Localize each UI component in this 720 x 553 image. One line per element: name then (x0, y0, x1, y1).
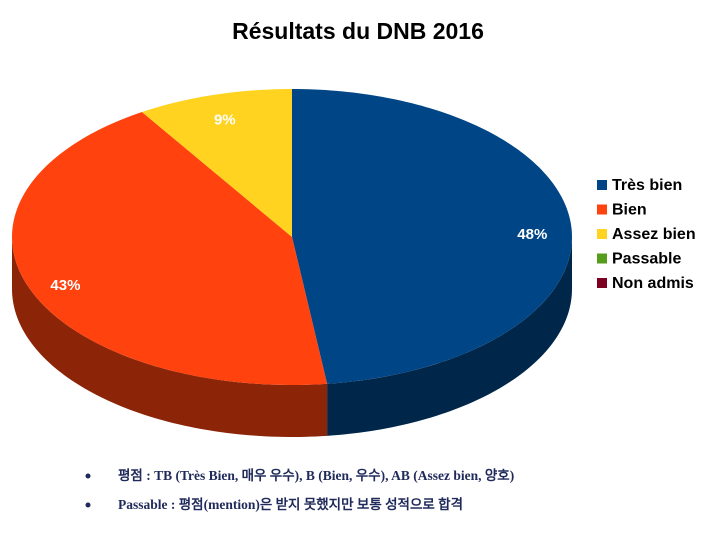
chart-title: Résultats du DNB 2016 (232, 18, 484, 44)
bullet (85, 473, 91, 479)
legend-swatch (597, 180, 607, 190)
pie-slice (12, 112, 328, 385)
legend-label: Non admis (612, 275, 694, 292)
bullet (85, 502, 91, 508)
legend-swatch (597, 253, 607, 264)
legend-swatch (597, 229, 607, 239)
legend-label: Assez bien (612, 226, 696, 243)
note: Passable : 평점(mention)은 받지 못했지만 보통 성적으로 … (118, 496, 463, 512)
legend-label: Très bien (612, 177, 682, 194)
data-label: 48% (517, 226, 547, 243)
pie-side (327, 237, 572, 436)
legend-swatch (597, 278, 607, 288)
legend-label: Bien (612, 202, 647, 219)
legend-label: Passable (612, 251, 681, 268)
data-label: 9% (214, 112, 236, 129)
pie-side (12, 237, 328, 437)
legend-swatch (597, 204, 607, 215)
pie-slice (292, 89, 572, 384)
pie-slice (141, 89, 292, 237)
note: 평점 : TB (Très Bien, 매우 우수), B (Bien, 우수)… (118, 467, 514, 483)
data-label: 43% (50, 277, 80, 294)
